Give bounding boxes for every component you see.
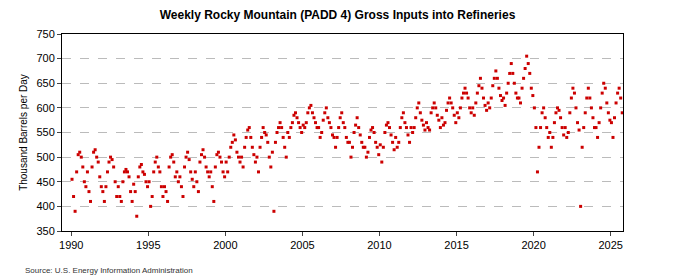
svg-text:2025: 2025 (598, 239, 622, 251)
svg-text:2005: 2005 (290, 239, 314, 251)
svg-text:2010: 2010 (367, 239, 391, 251)
svg-text:700: 700 (36, 52, 54, 64)
svg-text:350: 350 (36, 225, 54, 237)
svg-text:Weekly Rocky Mountain (PADD 4): Weekly Rocky Mountain (PADD 4) Gross Inp… (160, 8, 516, 22)
svg-text:2000: 2000 (213, 239, 237, 251)
svg-text:650: 650 (36, 77, 54, 89)
svg-text:2020: 2020 (521, 239, 545, 251)
svg-text:1995: 1995 (136, 239, 160, 251)
svg-text:Source: U.S. Energy Informatio: Source: U.S. Energy Information Administ… (25, 266, 193, 275)
svg-text:550: 550 (36, 126, 54, 138)
svg-text:1990: 1990 (59, 239, 83, 251)
svg-text:600: 600 (36, 102, 54, 114)
svg-text:Thousand Barrels per Day: Thousand Barrels per Day (18, 74, 29, 191)
svg-text:400: 400 (36, 200, 54, 212)
svg-text:500: 500 (36, 151, 54, 163)
svg-text:450: 450 (36, 176, 54, 188)
svg-text:750: 750 (36, 28, 54, 40)
svg-text:2015: 2015 (444, 239, 468, 251)
